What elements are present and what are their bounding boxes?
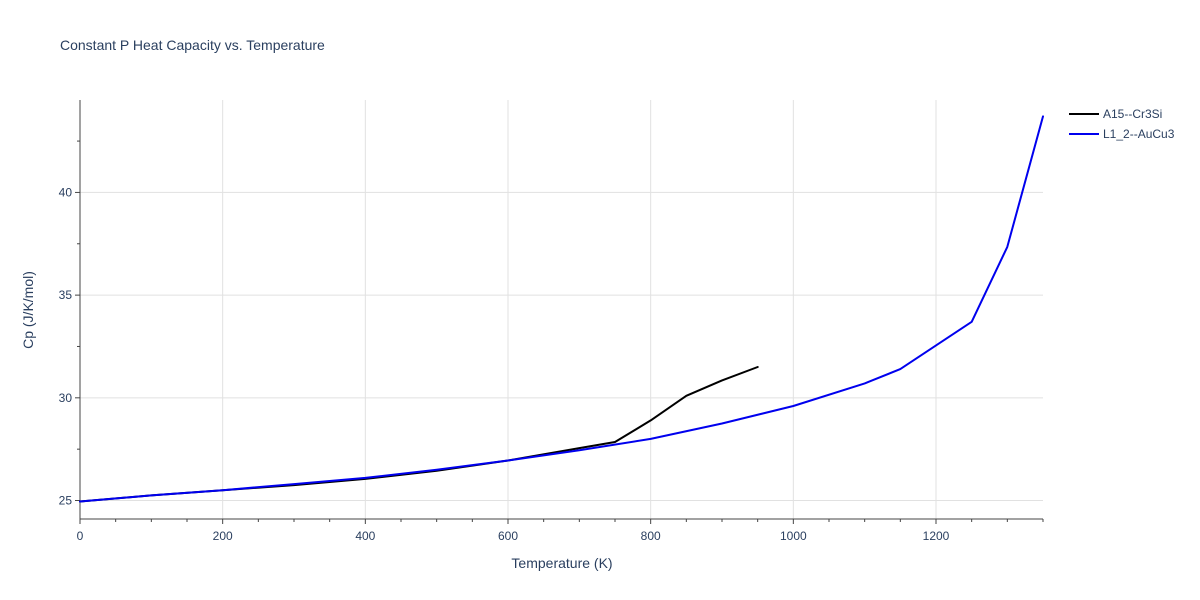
x-tick-label: 0 — [77, 529, 84, 543]
series-lines — [79, 115, 1044, 503]
legend-item-2[interactable]: L1_2--AuCu3 — [1069, 127, 1175, 141]
x-tick-label: 600 — [498, 529, 518, 543]
x-tick-label: 400 — [355, 529, 375, 543]
x-tick-label: 1000 — [780, 529, 807, 543]
y-gridlines — [80, 191, 1043, 502]
x-axis-title: Temperature (K) — [511, 555, 612, 571]
legend-item-1[interactable]: A15--Cr3Si — [1069, 107, 1162, 121]
legend-label: L1_2--AuCu3 — [1103, 127, 1175, 141]
legend[interactable]: A15--Cr3Si L1_2--AuCu3 — [1069, 107, 1175, 141]
legend-label: A15--Cr3Si — [1103, 107, 1162, 121]
y-tick-label: 40 — [59, 185, 73, 199]
y-tick-label: 25 — [59, 494, 73, 508]
y-tick-label: 30 — [59, 391, 73, 405]
x-tick-label: 200 — [213, 529, 233, 543]
x-tick-label: 1200 — [923, 529, 950, 543]
y-axis-ticks: 25 30 35 40 — [59, 140, 80, 508]
y-tick-label: 35 — [59, 288, 73, 302]
chart-title: Constant P Heat Capacity vs. Temperature — [60, 37, 325, 53]
x-axis-ticks: 0 200 400 600 800 1000 1200 — [77, 519, 1044, 543]
series-line-2[interactable] — [79, 115, 1044, 503]
y-axis-title: Cp (J/K/mol) — [20, 271, 36, 349]
x-gridlines — [222, 100, 937, 519]
x-tick-label: 800 — [641, 529, 661, 543]
